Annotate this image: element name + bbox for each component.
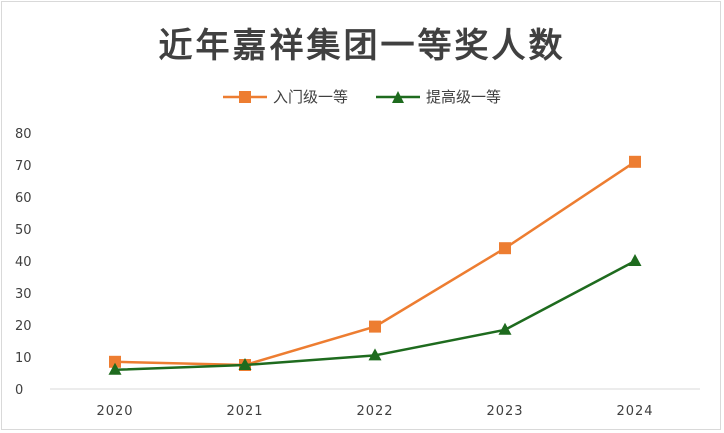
y-tick-label: 40 bbox=[15, 255, 32, 270]
data-point-series-2 bbox=[368, 348, 382, 361]
y-tick-label: 20 bbox=[15, 319, 32, 334]
y-tick-label: 50 bbox=[15, 223, 32, 238]
chart-title: 近年嘉祥集团一等奖人数 bbox=[158, 26, 566, 66]
legend-marker-series-2 bbox=[376, 90, 420, 103]
data-point-series-1 bbox=[499, 242, 511, 255]
x-tick-label: 2020 bbox=[96, 404, 133, 419]
legend: 入门级一等 提高级一等 bbox=[0, 86, 724, 107]
y-tick-label: 10 bbox=[15, 351, 32, 366]
x-tick-label: 2024 bbox=[616, 404, 653, 419]
legend-item-series-2: 提高级一等 bbox=[376, 86, 501, 107]
legend-item-series-1: 入门级一等 bbox=[222, 86, 348, 107]
data-point-series-2 bbox=[108, 362, 122, 375]
data-point-series-1 bbox=[629, 155, 641, 168]
y-tick-label: 80 bbox=[15, 127, 32, 142]
data-point-series-1 bbox=[109, 355, 121, 368]
y-tick-label: 60 bbox=[15, 191, 32, 206]
data-point-series-2 bbox=[498, 322, 512, 335]
data-point-series-1 bbox=[369, 320, 381, 333]
legend-marker-series-1 bbox=[222, 90, 267, 103]
x-tick-label: 2023 bbox=[486, 404, 523, 419]
y-tick-label: 70 bbox=[15, 159, 32, 174]
y-tick-label: 30 bbox=[15, 287, 32, 302]
series-line-1 bbox=[114, 160, 636, 367]
y-tick-label: 0 bbox=[15, 383, 23, 398]
x-tick-label: 2021 bbox=[226, 404, 263, 419]
data-point-series-2 bbox=[628, 254, 642, 266]
legend-label-series-1: 入门级一等 bbox=[272, 88, 348, 106]
legend-label-series-2: 提高级一等 bbox=[426, 88, 502, 106]
x-tick-label: 2022 bbox=[356, 404, 393, 419]
data-point-series-2 bbox=[238, 358, 252, 370]
